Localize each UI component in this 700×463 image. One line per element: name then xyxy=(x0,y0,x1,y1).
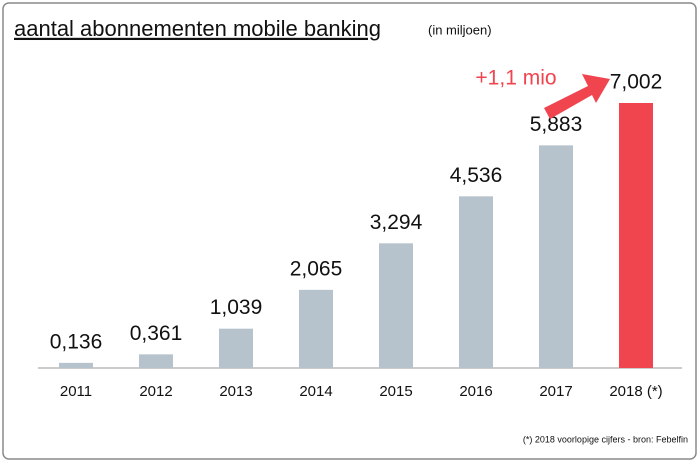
bar xyxy=(459,196,493,368)
x-tick-label: 2012 xyxy=(139,383,172,400)
bar xyxy=(619,103,653,368)
x-tick-label: 2016 xyxy=(459,383,492,400)
x-tick-label: 2014 xyxy=(299,383,332,400)
value-label: 5,883 xyxy=(530,113,583,136)
value-label: 7,002 xyxy=(610,71,663,94)
chart-subtitle: (in miljoen) xyxy=(428,22,492,37)
bar xyxy=(219,328,253,368)
bar xyxy=(539,145,573,368)
x-tick-label: 2011 xyxy=(60,383,92,400)
x-tick-label: 2013 xyxy=(219,383,252,400)
value-label: 2,065 xyxy=(290,257,343,280)
value-label: 0,361 xyxy=(130,322,183,345)
bar xyxy=(379,243,413,368)
footnote: (*) 2018 voorlopige cijfers - bron: Febe… xyxy=(523,434,688,444)
bar xyxy=(299,289,333,368)
value-label: 1,039 xyxy=(210,296,263,319)
chart-title: aantal abonnementen mobile banking xyxy=(14,16,381,41)
bar xyxy=(139,354,173,368)
value-label: 4,536 xyxy=(450,164,503,187)
bar xyxy=(59,362,93,368)
annotation-arrow xyxy=(544,74,610,119)
value-label: 0,136 xyxy=(50,330,103,353)
annotation: +1,1 mio xyxy=(475,67,556,90)
value-label: 3,294 xyxy=(370,211,423,234)
x-tick-label: 2015 xyxy=(379,383,412,400)
x-tick-label: 2017 xyxy=(539,383,572,400)
x-tick-label: 2018 (*) xyxy=(609,383,662,400)
